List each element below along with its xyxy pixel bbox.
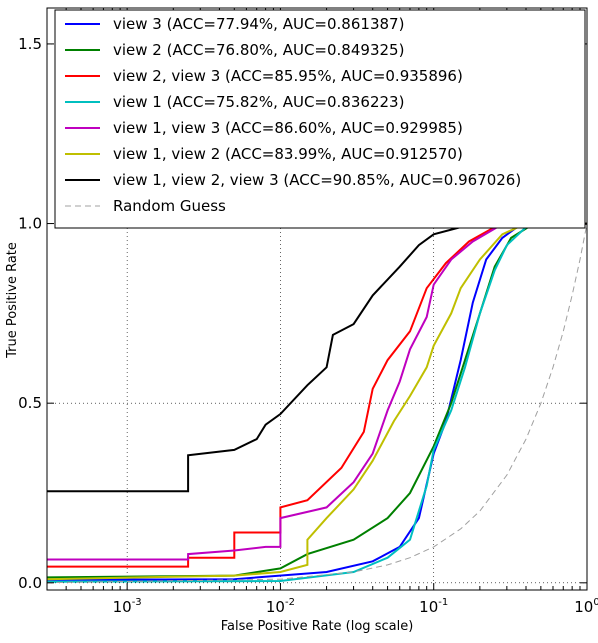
x-tick-label: 10-3 (113, 597, 142, 616)
x-tick-label: 10-1 (419, 597, 448, 616)
legend: view 3 (ACC=77.94%, AUC=0.861387) view 2 … (54, 9, 586, 229)
x-tick-exponent: 0 (593, 597, 598, 608)
legend-label: view 3 (ACC=77.94%, AUC=0.861387) (113, 15, 404, 33)
random-guess-line (46, 223, 588, 584)
x-tick-label: 100 (574, 597, 598, 616)
y-tick-label: 0.5 (18, 394, 42, 412)
x-tick-base: 10 (113, 598, 132, 616)
legend-label: view 2, view 3 (ACC=85.95%, AUC=0.935896… (113, 67, 463, 85)
plot-frame (46, 7, 588, 591)
legend-label: view 2 (ACC=76.80%, AUC=0.849325) (113, 41, 404, 59)
x-tick-exponent: -2 (285, 597, 295, 608)
y-tick-label: 0.0 (18, 574, 42, 592)
legend-label: view 1 (ACC=75.82%, AUC=0.836223) (113, 93, 404, 111)
series-line-3 (47, 222, 587, 568)
y-tick-label: 1.0 (18, 215, 42, 233)
legend-label: Random Guess (113, 197, 226, 215)
x-tick-exponent: -1 (438, 597, 448, 608)
legend-label: view 1, view 3 (ACC=86.60%, AUC=0.929985… (113, 119, 463, 137)
x-tick-base: 10 (266, 598, 285, 616)
x-tick-exponent: -3 (132, 597, 142, 608)
x-tick-base: 10 (574, 598, 593, 616)
legend-label: view 1, view 2 (ACC=83.99%, AUC=0.912570… (113, 145, 463, 163)
y-axis-label: True Positive Rate (5, 242, 20, 359)
series-line-6 (46, 222, 587, 581)
x-tick-label: 10-2 (266, 597, 295, 616)
legend-box (54, 9, 586, 229)
legend-label: view 1, view 2, view 3 (ACC=90.85%, AUC=… (113, 171, 521, 189)
series-line-4 (46, 222, 587, 583)
ticks: 0.00.51.01.510-3 10-2 10-1 100 (18, 8, 598, 616)
x-axis-label: False Positive Rate (log scale) (221, 619, 414, 634)
series-lines (46, 222, 588, 584)
series-line-5 (47, 222, 587, 561)
y-tick-label: 1.5 (18, 35, 42, 53)
series-line-7 (47, 222, 587, 493)
x-tick-base: 10 (419, 598, 438, 616)
